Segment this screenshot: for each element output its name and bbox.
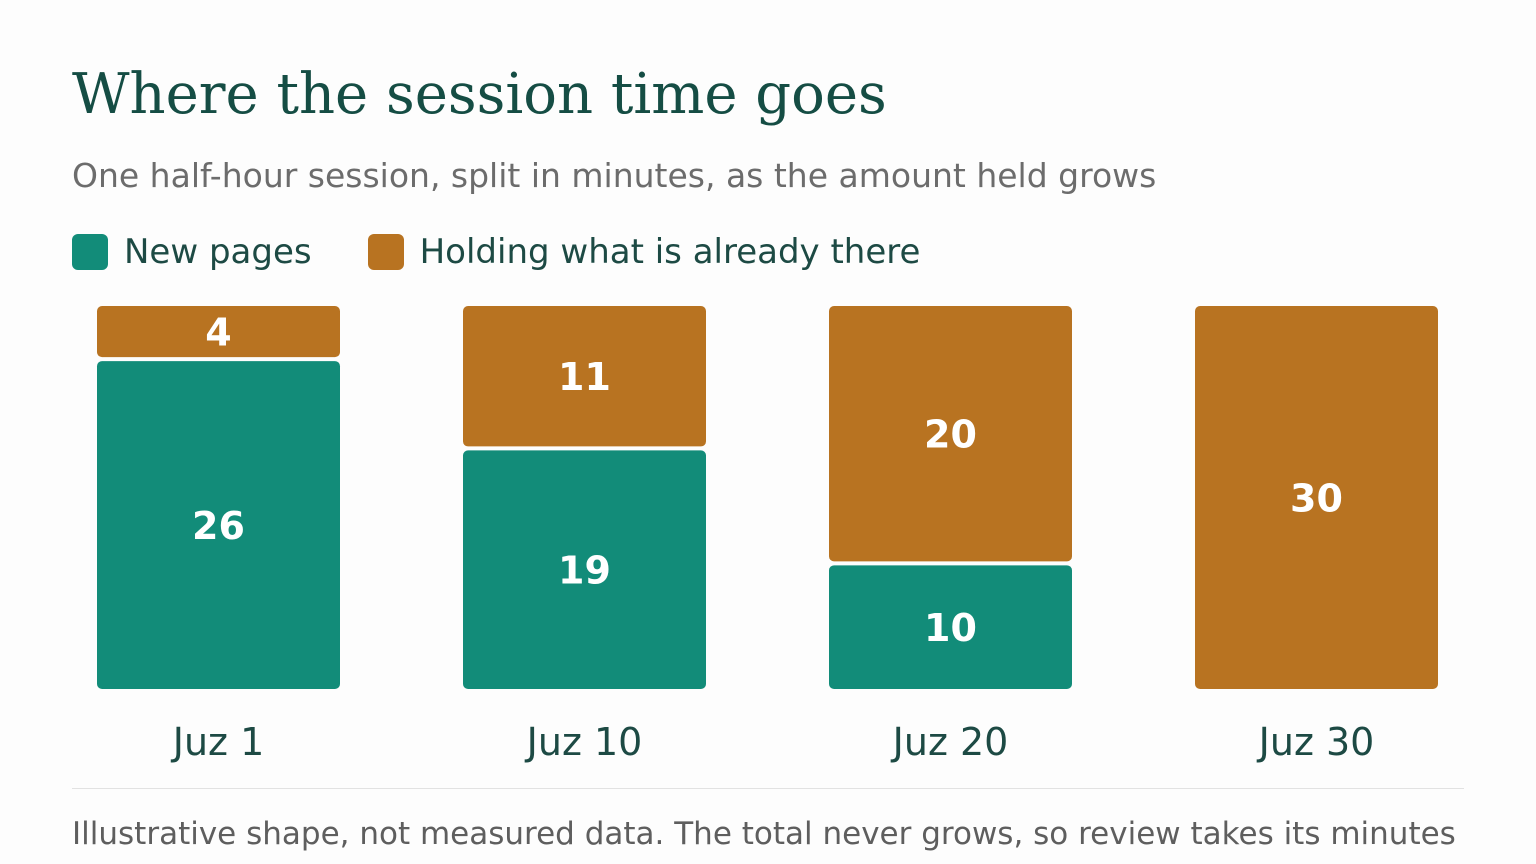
data-label-new-pages-juz-1: 26 — [192, 504, 245, 548]
chart-title: Where the session time goes — [72, 62, 887, 127]
legend-item-new-pages: New pages — [72, 232, 312, 272]
legend-label-holding: Holding what is already there — [419, 232, 921, 272]
chart-footnote: Illustrative shape, not measured data. T… — [72, 816, 1456, 852]
x-tick-label-juz-20: Juz 20 — [891, 720, 1009, 764]
bar-new-pages-juz-1 — [97, 361, 340, 689]
data-label-holding-what-is-already-there-juz-30: 30 — [1290, 477, 1343, 521]
legend-swatch-holding — [367, 234, 404, 270]
data-label-holding-what-is-already-there-juz-1: 4 — [205, 311, 231, 355]
bar-new-pages-juz-10 — [463, 450, 706, 689]
bar-new-pages-juz-20 — [829, 565, 1072, 689]
bar-group-juz-1: 26 4 Juz 1 — [97, 306, 340, 764]
legend-swatch-new-pages — [72, 234, 108, 270]
data-label-new-pages-juz-10: 19 — [558, 549, 611, 593]
bar-holding-what-is-already-there-juz-10 — [463, 306, 706, 447]
x-tick-label-juz-10: Juz 10 — [525, 720, 643, 764]
bar-group-juz-30: 30 Juz 30 — [1195, 306, 1438, 764]
data-label-holding-what-is-already-there-juz-10: 11 — [558, 355, 611, 399]
legend-label-new-pages: New pages — [124, 232, 312, 272]
x-tick-label-juz-1: Juz 1 — [171, 720, 265, 764]
data-label-new-pages-juz-20: 10 — [924, 606, 977, 650]
chart-legend: New pages Holding what is already there — [72, 232, 976, 272]
bar-group-juz-20: 10 20 Juz 20 — [829, 306, 1072, 764]
footnote-divider — [72, 788, 1464, 789]
x-tick-label-juz-30: Juz 30 — [1257, 720, 1375, 764]
bar-holding-what-is-already-there-juz-20 — [829, 306, 1072, 562]
data-label-holding-what-is-already-there-juz-20: 20 — [924, 413, 977, 457]
chart-subtitle: One half-hour session, split in minutes,… — [72, 156, 1157, 195]
legend-item-holding: Holding what is already there — [367, 232, 921, 272]
stacked-bar-chart: 26 4 Juz 1 19 11 Juz 10 10 20 Juz 20 30 Juz 30 — [97, 306, 1438, 764]
bar-holding-what-is-already-there-juz-30 — [1195, 306, 1438, 689]
bar-holding-what-is-already-there-juz-1 — [97, 306, 340, 358]
bar-group-juz-10: 19 11 Juz 10 — [463, 306, 706, 764]
